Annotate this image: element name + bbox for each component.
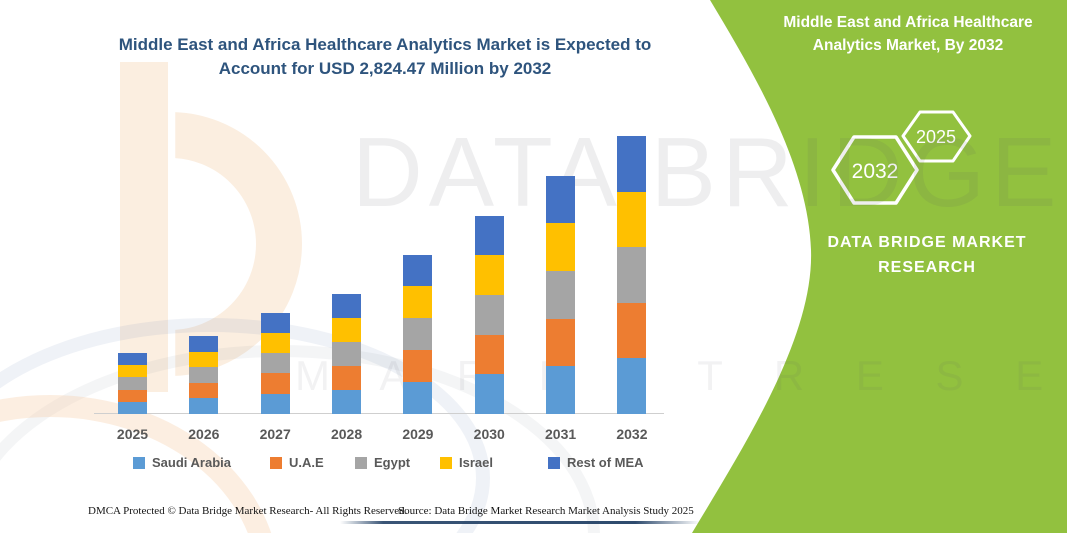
bar-segment-u-a-e [260, 373, 290, 394]
bottom-accent-bar [340, 521, 700, 524]
banner-heading-line1: Middle East and Africa Healthcare [783, 14, 1033, 31]
bar-segment-rest-of-mea [403, 254, 433, 287]
hexagon-2025 [901, 110, 972, 163]
green-banner: Middle East and Africa Healthcare Analyt… [692, 0, 1067, 533]
chart-title: Middle East and Africa Healthcare Analyt… [100, 33, 670, 81]
bar-segment-egypt [403, 318, 433, 351]
bar-segment-saudi-arabia [617, 358, 647, 414]
bar-segment-israel [617, 191, 647, 248]
bar-segment-egypt [546, 271, 576, 319]
footer-dmca-text: DMCA Protected © Data Bridge Market Rese… [88, 505, 408, 517]
bar-segment-u-a-e [118, 389, 147, 402]
bar-segment-rest-of-mea [546, 175, 576, 224]
hexagon-2032 [831, 135, 919, 205]
bar-segment-rest-of-mea [617, 136, 647, 192]
bar-segment-egypt [189, 367, 219, 383]
bar-segment-rest-of-mea [474, 215, 504, 256]
x-axis-line [94, 413, 664, 414]
bar-segment-israel [546, 223, 576, 272]
chart-title-line1: Middle East and Africa Healthcare Analyt… [118, 35, 652, 54]
x-axis-label: 2026 [188, 426, 220, 442]
bar-segment-rest-of-mea [260, 312, 290, 333]
bar-segment-israel [260, 332, 290, 354]
bar-segment-rest-of-mea [118, 352, 147, 366]
bar-segment-egypt [617, 247, 647, 303]
legend-swatch [440, 456, 452, 469]
bar-segment-u-a-e [546, 318, 576, 367]
banner-heading-line2: Analytics Market, By 2032 [813, 37, 1003, 54]
legend-label: Rest of MEA [567, 455, 644, 470]
bar-segment-saudi-arabia [260, 393, 290, 414]
bar-segment-u-a-e [617, 302, 647, 359]
bar-segment-israel [332, 318, 362, 343]
hexagon-2025-label: 2025 [916, 127, 956, 147]
legend-item-u-a-e: U.A.E [270, 455, 324, 470]
legend-item-egypt: Egypt [355, 455, 410, 470]
legend-item-saudi-arabia: Saudi Arabia [133, 455, 231, 470]
green-banner-shape [692, 0, 1067, 533]
legend-label: U.A.E [289, 455, 324, 470]
watermark-text-data-bridge: DATA BRIDGE [352, 117, 1063, 227]
bar-segment-egypt [118, 377, 147, 390]
bar-segment-rest-of-mea [189, 336, 219, 352]
x-axis-label: 2028 [330, 426, 363, 442]
legend-label: Israel [459, 455, 493, 470]
x-axis-label: 2031 [545, 426, 577, 442]
legend-label: Egypt [374, 455, 411, 470]
bar-segment-israel [403, 286, 433, 319]
legend-label: Saudi Arabia [152, 455, 231, 470]
chart-title-line2: Account for USD 2,824.47 Million by 2032 [218, 59, 552, 78]
x-axis-label: 2032 [616, 426, 648, 442]
bar-segment-egypt [474, 295, 504, 335]
bar-segment-israel [118, 365, 147, 378]
x-axis-label: 2027 [259, 426, 291, 442]
bar-segment-saudi-arabia [546, 366, 576, 414]
bar-segment-saudi-arabia [332, 390, 362, 414]
bar-segment-rest-of-mea [332, 294, 362, 319]
bar-segment-israel [189, 351, 219, 368]
legend-swatch [133, 456, 145, 469]
x-axis-label: 2025 [116, 426, 149, 442]
bar-segment-egypt [260, 353, 290, 374]
legend-item-rest-of-mea: Rest of MEA [548, 455, 644, 470]
bar-segment-saudi-arabia [189, 398, 219, 414]
legend-swatch [270, 456, 282, 469]
bar-segment-u-a-e [403, 350, 433, 383]
bar-segment-saudi-arabia [118, 401, 147, 414]
legend-item-israel: Israel [440, 455, 493, 470]
legend: Saudi Arabia U.A.E Egypt Israel Rest of MEA [0, 455, 700, 473]
x-axis-label: 2029 [402, 426, 434, 442]
bar-segment-saudi-arabia [474, 374, 504, 414]
hexagon-2032-label: 2032 [852, 160, 899, 183]
x-axis-label: 2030 [473, 426, 505, 442]
banner-brand-line1: DATA BRIDGE MARKET [827, 234, 1026, 251]
bar-segment-u-a-e [474, 334, 504, 375]
bar-segment-saudi-arabia [403, 382, 433, 414]
banner-brand-line2: RESEARCH [878, 259, 976, 276]
legend-swatch [548, 456, 560, 469]
bar-segment-u-a-e [189, 382, 219, 399]
footer-source-text: Source: Data Bridge Market Research Mark… [398, 505, 694, 517]
bar-segment-u-a-e [332, 366, 362, 391]
bar-segment-israel [474, 255, 504, 296]
legend-swatch [355, 456, 367, 469]
bar-segment-egypt [332, 342, 362, 367]
